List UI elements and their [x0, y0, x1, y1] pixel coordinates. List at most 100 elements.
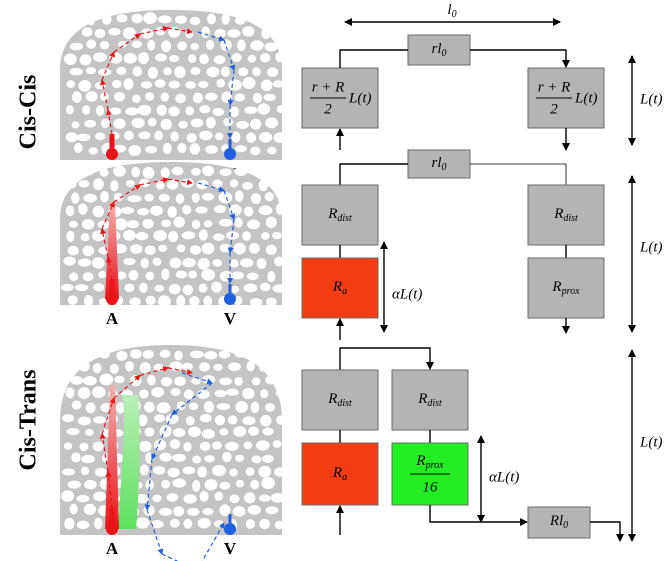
box-label: rl0 — [431, 41, 446, 59]
cell — [114, 429, 124, 437]
cell — [185, 106, 194, 116]
cell — [131, 40, 143, 49]
cell — [252, 67, 261, 77]
cell — [250, 193, 262, 204]
box — [527, 184, 605, 246]
row-label: Cis-Trans — [16, 370, 42, 471]
cell — [147, 39, 156, 51]
cell — [64, 361, 74, 372]
cell — [203, 295, 213, 305]
cell — [262, 454, 274, 463]
flow-arrow — [113, 184, 141, 203]
connector — [470, 49, 570, 68]
trans-vessel — [118, 395, 140, 529]
cell — [189, 143, 201, 155]
cell — [197, 80, 209, 88]
connector — [339, 163, 408, 185]
cell — [206, 66, 220, 78]
cell — [110, 180, 119, 192]
cell — [183, 518, 193, 529]
cell — [125, 361, 134, 372]
cell — [246, 272, 259, 281]
flow-arrow — [181, 372, 213, 385]
cell — [64, 517, 75, 530]
cell — [219, 504, 231, 517]
cell — [63, 179, 77, 189]
networks: AVAVAV — [60, 10, 282, 561]
cell — [261, 231, 270, 240]
cell — [248, 242, 260, 254]
cell — [197, 466, 208, 478]
cell — [130, 244, 143, 254]
cell — [98, 349, 111, 359]
cell — [271, 231, 282, 240]
cell — [264, 192, 274, 202]
cell — [250, 118, 262, 130]
cell — [79, 54, 92, 66]
cell — [199, 413, 212, 423]
cell — [242, 387, 255, 400]
flow-arrow — [223, 190, 236, 221]
cell — [65, 105, 74, 115]
cell — [177, 142, 187, 154]
cell — [147, 66, 159, 79]
cell — [142, 349, 154, 359]
cell — [159, 349, 171, 359]
cell — [270, 493, 282, 503]
cell — [246, 132, 257, 143]
cell — [176, 401, 186, 411]
cell — [174, 66, 186, 79]
cell — [160, 167, 170, 179]
cell — [83, 503, 97, 515]
cell — [126, 220, 140, 229]
cell — [129, 375, 142, 387]
cell — [92, 441, 104, 452]
box-label: Rdist — [553, 206, 578, 224]
cell — [243, 283, 258, 293]
cell — [216, 79, 226, 88]
cell — [138, 131, 151, 140]
cell — [147, 374, 156, 386]
connector — [339, 347, 434, 370]
cell — [92, 205, 105, 218]
cell — [85, 67, 97, 75]
cell — [234, 93, 245, 102]
cell — [196, 389, 210, 400]
cell — [163, 67, 172, 76]
cell — [125, 179, 135, 188]
cell — [99, 40, 110, 50]
cell — [123, 257, 136, 266]
cell — [122, 27, 136, 40]
cell — [69, 166, 83, 174]
cell — [267, 67, 279, 78]
flow-arrow — [101, 51, 115, 81]
artery-label: A — [106, 309, 119, 328]
cell — [214, 28, 226, 39]
cell — [265, 117, 278, 129]
cell — [95, 132, 106, 141]
cell — [66, 80, 76, 89]
cell — [228, 79, 242, 91]
box — [391, 369, 469, 431]
cell — [142, 166, 155, 179]
cell — [227, 29, 241, 38]
cell — [229, 494, 240, 504]
artery-root — [106, 293, 118, 305]
cell — [202, 508, 214, 516]
cell — [187, 507, 200, 516]
cell — [234, 217, 243, 228]
cell — [153, 230, 167, 241]
cell — [248, 349, 259, 358]
flow-arrow — [113, 374, 141, 399]
cell — [80, 233, 90, 242]
cell — [140, 258, 149, 269]
cell — [218, 350, 231, 359]
cell — [182, 257, 196, 268]
cell — [69, 220, 78, 228]
cell — [214, 205, 227, 214]
cell — [235, 400, 248, 413]
cell — [116, 66, 127, 75]
cell — [260, 79, 273, 92]
cell — [201, 242, 215, 255]
